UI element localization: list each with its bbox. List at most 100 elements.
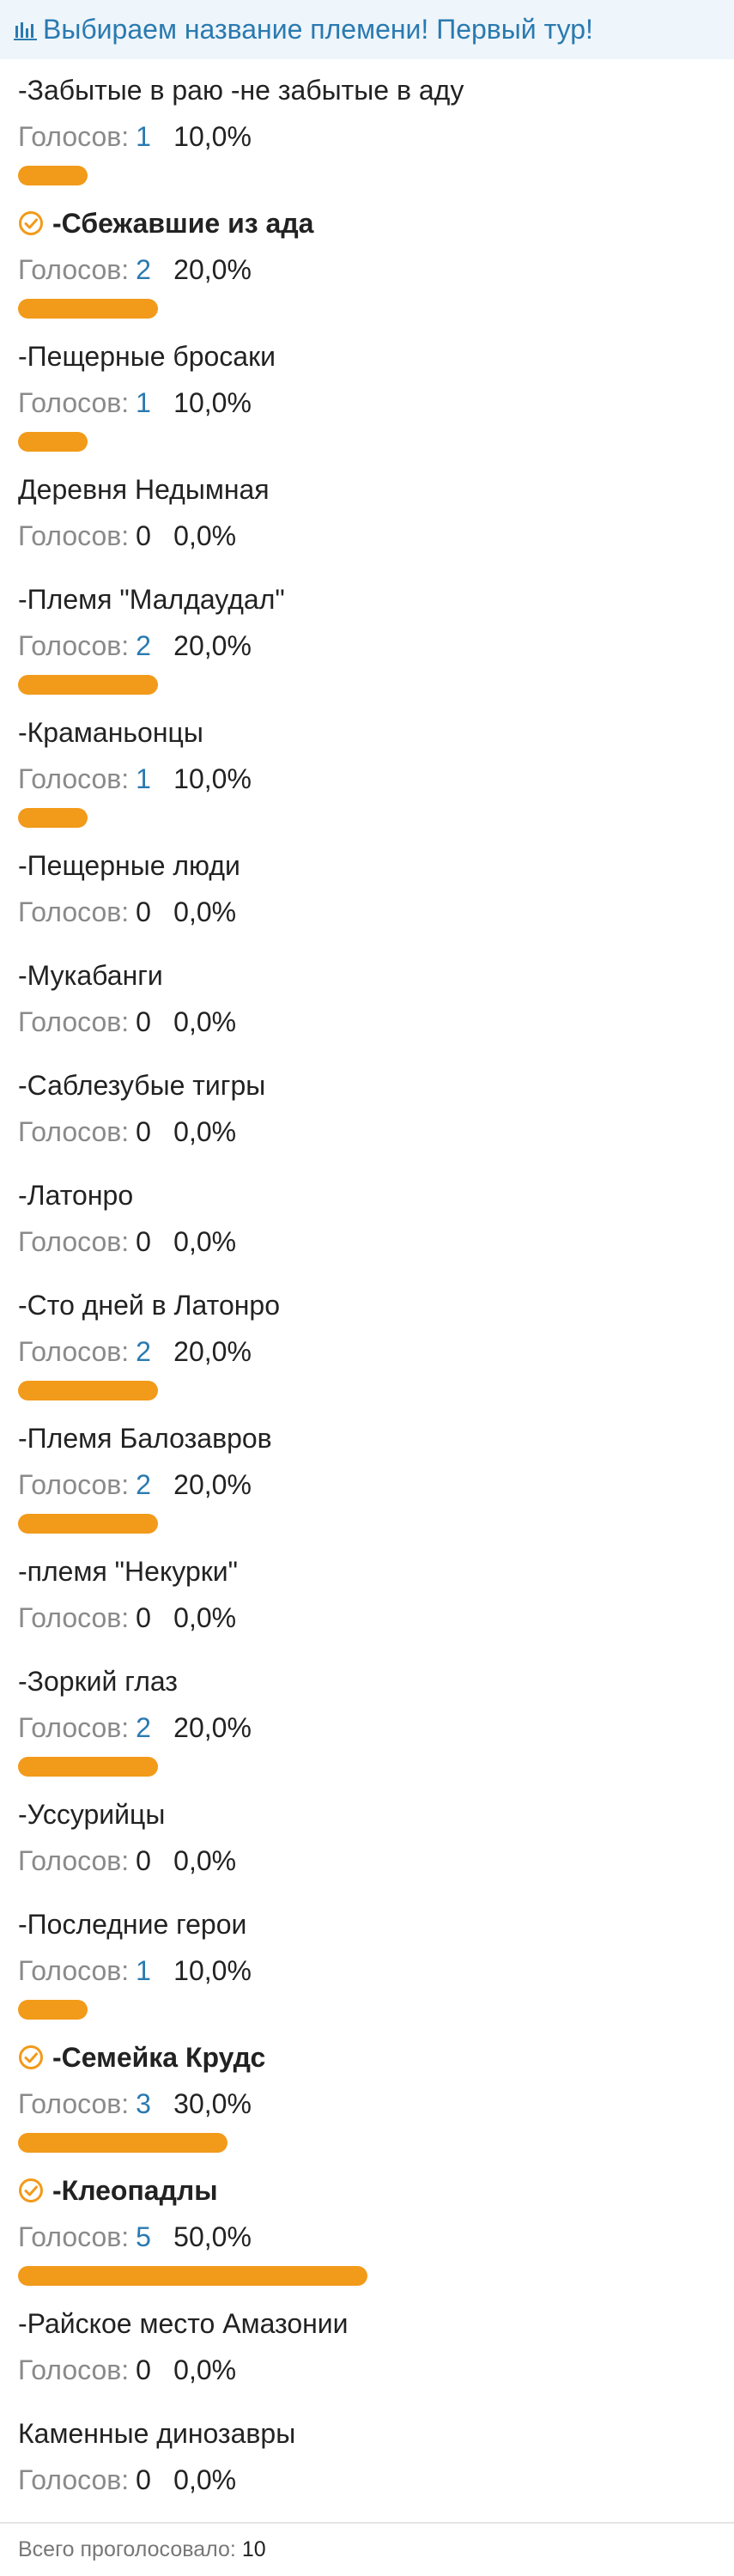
option-label-row: -Племя Балозавров	[18, 1415, 716, 1461]
poll-option: -Последние герои Голосов: 1 10,0%	[18, 1901, 716, 2034]
poll-header: Выбираем название племени! Первый тур!	[0, 0, 734, 59]
votes-label: Голосов:	[18, 763, 130, 794]
votes-count: 0	[136, 1226, 151, 1257]
option-label-row: -Сто дней в Латонро	[18, 1282, 716, 1328]
option-label: -Племя Балозавров	[18, 1423, 272, 1454]
option-label: -Уссурийцы	[18, 1799, 166, 1830]
option-label-row: -Мукабанги	[18, 952, 716, 999]
bar-track	[18, 669, 716, 709]
votes-row: Голосов: 0 0,0%	[18, 2347, 716, 2393]
bar	[18, 2266, 367, 2286]
votes-count: 2	[136, 630, 151, 661]
votes-row: Голосов: 1 10,0%	[18, 1947, 716, 1994]
option-label: -Краманьонцы	[18, 717, 203, 748]
option-label-row: -Зоркий глаз	[18, 1658, 716, 1704]
votes-count: 0	[136, 1116, 151, 1147]
votes-label: Голосов:	[18, 254, 130, 285]
bar	[18, 1381, 158, 1400]
option-label-row: -Забытые в раю -не забытые в аду	[18, 67, 716, 113]
votes-row: Голосов: 0 0,0%	[18, 1218, 716, 1265]
bar	[18, 299, 158, 319]
option-label-row: -Пещерные бросаки	[18, 333, 716, 380]
votes-label: Голосов:	[18, 1006, 130, 1037]
total-count: 10	[241, 2537, 266, 2561]
bar-track	[18, 1375, 716, 1415]
votes-count: 0	[136, 1602, 151, 1633]
percent: 10,0%	[173, 1955, 252, 1986]
bar-track	[18, 426, 716, 466]
poll-title: Выбираем название племени! Первый тур!	[43, 14, 593, 45]
option-label: -племя "Некурки"	[18, 1556, 238, 1587]
percent: 10,0%	[173, 121, 252, 152]
percent: 20,0%	[173, 1469, 252, 1500]
bar-track	[18, 293, 716, 333]
option-label-row: -Саблезубые тигры	[18, 1062, 716, 1109]
option-label: -Сто дней в Латонро	[18, 1290, 280, 1321]
bar	[18, 1757, 158, 1777]
percent: 0,0%	[173, 2354, 237, 2385]
votes-row: Голосов: 0 0,0%	[18, 889, 716, 935]
votes-count: 2	[136, 254, 151, 285]
votes-count: 3	[136, 2088, 151, 2119]
votes-label: Голосов:	[18, 2464, 130, 2495]
check-icon	[19, 211, 43, 235]
votes-row: Голосов: 0 0,0%	[18, 2457, 716, 2503]
votes-row: Голосов: 1 10,0%	[18, 113, 716, 160]
bar-track	[18, 1155, 716, 1172]
votes-label: Голосов:	[18, 1469, 130, 1500]
poll-icon	[14, 21, 37, 40]
percent: 0,0%	[173, 520, 237, 551]
option-label-row: -Латонро	[18, 1172, 716, 1218]
option-label: -Латонро	[18, 1180, 134, 1211]
percent: 10,0%	[173, 763, 252, 794]
option-label-row: -Последние герои	[18, 1901, 716, 1947]
poll-option: -Зоркий глаз Голосов: 2 20,0%	[18, 1658, 716, 1791]
percent: 10,0%	[173, 387, 252, 418]
votes-count: 0	[136, 2354, 151, 2385]
option-label-row: -Пещерные люди	[18, 842, 716, 889]
percent: 20,0%	[173, 630, 252, 661]
votes-label: Голосов:	[18, 1955, 130, 1986]
option-label: -Мукабанги	[18, 960, 163, 991]
percent: 20,0%	[173, 1712, 252, 1743]
option-label-row: -Семейка Крудс	[18, 2034, 716, 2081]
option-label: Деревня Недымная	[18, 474, 270, 505]
votes-label: Голосов:	[18, 2088, 130, 2119]
option-label: -Саблезубые тигры	[18, 1070, 266, 1101]
votes-row: Голосов: 1 10,0%	[18, 380, 716, 426]
votes-count: 5	[136, 2221, 151, 2252]
option-list: -Забытые в раю -не забытые в аду Голосов:…	[0, 59, 734, 2520]
poll-option: -Семейка Крудс Голосов: 3 30,0%	[18, 2034, 716, 2167]
check-icon	[19, 2045, 43, 2069]
votes-row: Голосов: 0 0,0%	[18, 999, 716, 1045]
votes-count: 2	[136, 1469, 151, 1500]
option-label: -Последние герои	[18, 1909, 247, 1940]
votes-row: Голосов: 2 20,0%	[18, 1461, 716, 1508]
option-label-row: -Племя "Малдаудал"	[18, 576, 716, 623]
poll-footer: Всего проголосовало: 10	[0, 2522, 734, 2562]
option-label: -Клеопадлы	[52, 2175, 218, 2206]
bar	[18, 432, 88, 452]
bar-track	[18, 2393, 716, 2410]
poll-option: -Сбежавшие из ада Голосов: 2 20,0%	[18, 200, 716, 333]
bar-track	[18, 1045, 716, 1062]
option-label: -Забытые в раю -не забытые в аду	[18, 75, 464, 106]
percent: 0,0%	[173, 1602, 237, 1633]
percent: 30,0%	[173, 2088, 252, 2119]
votes-label: Голосов:	[18, 1712, 130, 1743]
option-label-row: -Райское место Амазонии	[18, 2300, 716, 2347]
votes-row: Голосов: 0 0,0%	[18, 513, 716, 559]
votes-row: Голосов: 0 0,0%	[18, 1595, 716, 1641]
votes-label: Голосов:	[18, 1226, 130, 1257]
option-label-row: -Клеопадлы	[18, 2167, 716, 2214]
votes-label: Голосов:	[18, 520, 130, 551]
bar-track	[18, 1265, 716, 1282]
votes-count: 1	[136, 1955, 151, 1986]
bar-track	[18, 935, 716, 952]
poll-option: -Райское место Амазонии Голосов: 0 0,0%	[18, 2300, 716, 2410]
percent: 0,0%	[173, 1226, 237, 1257]
votes-label: Голосов:	[18, 2354, 130, 2385]
bar	[18, 1514, 158, 1534]
bar-track	[18, 1641, 716, 1658]
votes-count: 2	[136, 1336, 151, 1367]
